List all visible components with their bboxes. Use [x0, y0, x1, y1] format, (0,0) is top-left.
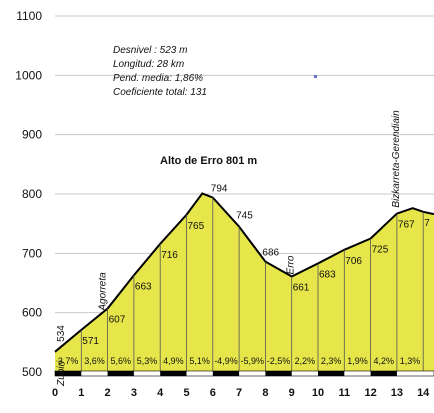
elevation-label: 607 — [109, 315, 126, 326]
x-tick-label: 1 — [78, 387, 84, 399]
place-label: Erro — [286, 255, 297, 274]
elevation-label: 683 — [319, 269, 336, 280]
profile-line — [54, 192, 434, 353]
elevation-label: 686 — [262, 248, 279, 259]
grade-label: 4,2% — [373, 356, 394, 366]
info-line-desnivel: Desnivel : 523 m — [113, 45, 187, 56]
x-tick-label: 10 — [312, 387, 324, 399]
elevation-label: 725 — [372, 245, 389, 256]
elevation-label: 534 — [56, 325, 67, 342]
grade-label: 5,1% — [189, 356, 210, 366]
x-band-segment — [265, 371, 292, 376]
x-tick-label: 6 — [210, 387, 216, 399]
elevation-label: 706 — [345, 256, 362, 267]
place-label: Bizkarreta-Gerendiain — [391, 110, 402, 208]
elevation-label: 794 — [211, 184, 228, 195]
km-dividers — [80, 197, 424, 372]
grade-label: -2,5% — [267, 356, 291, 366]
x-tick-label: 8 — [262, 387, 268, 399]
info-box: Desnivel : 523 m Longitud: 28 km Pend. m… — [113, 45, 207, 98]
y-axis-tick-labels: 500 600 700 800 900 1000 1100 — [15, 9, 42, 379]
elevation-label: 663 — [135, 281, 152, 292]
grade-label: 5,6% — [110, 356, 131, 366]
elevation-label: 765 — [188, 221, 205, 232]
x-tick-label: 13 — [391, 387, 403, 399]
info-line-pendiente: Pend. media: 1,86% — [113, 73, 203, 84]
x-axis-tick-labels: 0 1 2 3 4 5 6 7 8 9 10 11 12 13 14 — [52, 387, 430, 399]
x-tick-label: 14 — [417, 387, 430, 399]
grade-label: -4,9% — [214, 356, 238, 366]
place-labels: Zubiri Agorreta Erro Bizkarreta-Gerendiain — [56, 110, 402, 387]
x-tick-label: 3 — [131, 387, 137, 399]
elevation-labels: 534 571 607 663 716 765 794 745 686 661 683 706 725 7… — [56, 184, 430, 347]
elevation-label: 767 — [398, 220, 415, 231]
grade-label: 3,6% — [84, 356, 105, 366]
x-tick-label: 4 — [157, 387, 164, 399]
elevation-label: 716 — [161, 250, 178, 261]
place-label: Zubiri — [56, 360, 67, 387]
x-band-segment — [212, 371, 240, 376]
x-axis-band — [54, 370, 434, 377]
info-line-longitud: Longitud: 28 km — [113, 59, 184, 70]
x-band-segment — [318, 371, 345, 376]
x-band-segment — [160, 371, 187, 376]
info-line-coeficiente: Coeficiente total: 131 — [113, 87, 207, 98]
y-tick-label: 1000 — [15, 68, 42, 82]
y-tick-label: 700 — [22, 246, 42, 260]
grade-label: -5,9% — [240, 356, 264, 366]
profile-fill — [55, 193, 434, 372]
profile-area — [54, 192, 434, 372]
x-tick-label: 5 — [183, 387, 189, 399]
grade-label: 4,9% — [163, 356, 184, 366]
x-band-segment — [107, 371, 134, 376]
place-label: Agorreta — [97, 272, 108, 312]
x-tick-label: 12 — [364, 387, 376, 399]
x-tick-label: 2 — [105, 387, 111, 399]
y-tick-label: 800 — [22, 187, 42, 201]
x-band-segment — [370, 371, 397, 376]
y-tick-label: 500 — [22, 365, 42, 379]
x-tick-label: 0 — [52, 387, 58, 399]
x-tick-label: 9 — [289, 387, 295, 399]
y-tick-label: 900 — [22, 128, 42, 142]
x-tick-label: 11 — [338, 387, 350, 399]
peak-label: Alto de Erro 801 m — [160, 155, 257, 167]
grade-label: 2,2% — [295, 356, 316, 366]
x-band-segment — [55, 371, 82, 376]
elevation-label: 745 — [236, 211, 253, 222]
y-tick-label: 600 — [22, 306, 42, 320]
elevation-label: 661 — [293, 282, 310, 293]
marker-dot — [314, 75, 317, 78]
x-tick-label: 7 — [236, 387, 242, 399]
elevation-label: 571 — [82, 336, 99, 347]
grade-label: 1,9% — [347, 356, 368, 366]
grade-label: 1,3% — [400, 356, 421, 366]
grade-label: 5,3% — [137, 356, 158, 366]
grade-label: 3,7% — [58, 356, 79, 366]
y-tick-label: 1100 — [16, 9, 42, 23]
grade-labels: 3,7% 3,6% 5,6% 5,3% 4,9% 5,1% -4,9% -5,9% -2,5% 2… — [58, 356, 420, 366]
grade-label: 2,3% — [321, 356, 342, 366]
elevation-label: 7 — [424, 218, 430, 229]
